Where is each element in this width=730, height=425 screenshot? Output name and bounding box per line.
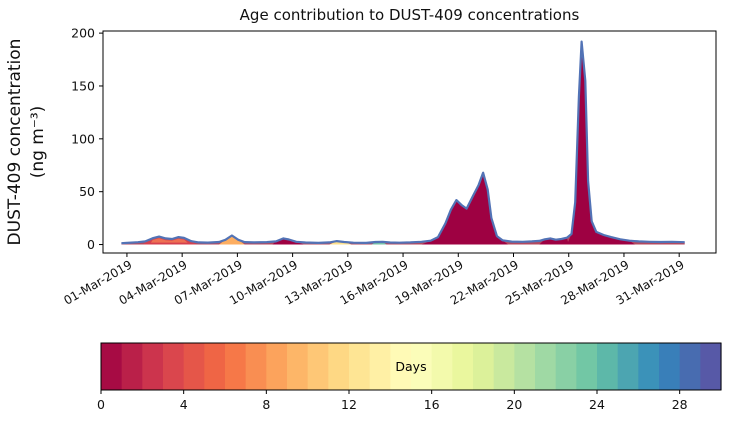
colorbar-segment: [576, 343, 598, 390]
colorbar-tick-label: 20: [506, 397, 522, 412]
colorbar-segment: [101, 343, 123, 390]
total-area: [121, 41, 685, 245]
colorbar-segment: [514, 343, 536, 390]
colorbar-segment: [307, 343, 329, 390]
y-tick-label: 50: [79, 184, 95, 199]
colorbar-segment: [142, 343, 164, 390]
age-layer-bump-12mar: [329, 241, 352, 245]
y-tick-label: 0: [87, 237, 95, 252]
colorbar-segment: [328, 343, 350, 390]
colorbar-segment: [597, 343, 619, 390]
colorbar-tick-label: 4: [180, 397, 188, 412]
age-layer-spike-26mar: [566, 41, 635, 245]
colorbar-segment: [287, 343, 309, 390]
colorbar-segment: [431, 343, 453, 390]
y-tick-label: 150: [71, 78, 95, 93]
age-layer-bump-02mar-top: [150, 238, 188, 243]
colorbar-segment: [452, 343, 474, 390]
colorbar-segment: [163, 343, 185, 390]
colorbar-segment: [245, 343, 267, 390]
colorbar-outline: [100, 342, 722, 391]
y-tick-label: 200: [71, 26, 95, 41]
colorbar-tick-label: 28: [672, 397, 688, 412]
colorbar-tick-label: 16: [424, 397, 440, 412]
colorbar-label: Days: [395, 359, 426, 374]
colorbar-segment: [700, 343, 722, 390]
colorbar-tick-label: 0: [97, 397, 105, 412]
colorbar-segment: [679, 343, 701, 390]
colorbar-tick-label: 12: [341, 397, 357, 412]
colorbar-segment: [473, 343, 495, 390]
colorbar-segment: [535, 343, 557, 390]
colorbar-segment: [617, 343, 639, 390]
colorbar-segment: [225, 343, 247, 390]
y-tick-label: 100: [71, 131, 95, 146]
colorbar-segment: [183, 343, 205, 390]
colorbar-segment: [659, 343, 681, 390]
colorbar-tick-label: 8: [262, 397, 270, 412]
colorbar-segment: [493, 343, 515, 390]
axes-spines: [102, 30, 717, 254]
colorbar-segment: [266, 343, 288, 390]
area-edge-line: [121, 40, 685, 245]
chart-title: Age contribution to DUST-409 concentrati…: [239, 6, 580, 24]
colorbar-tick-label: 24: [589, 397, 605, 412]
colorbar-segment: [121, 343, 143, 390]
colorbar-segment: [369, 343, 391, 390]
colorbar-segment: [390, 343, 412, 390]
colorbar-segment: [555, 343, 577, 390]
colorbar-segment: [349, 343, 371, 390]
age-layer-bump-06mar: [219, 235, 245, 245]
colorbar-segment: [204, 343, 226, 390]
colorbar-segment: [638, 343, 660, 390]
colorbar-segment: [411, 343, 433, 390]
